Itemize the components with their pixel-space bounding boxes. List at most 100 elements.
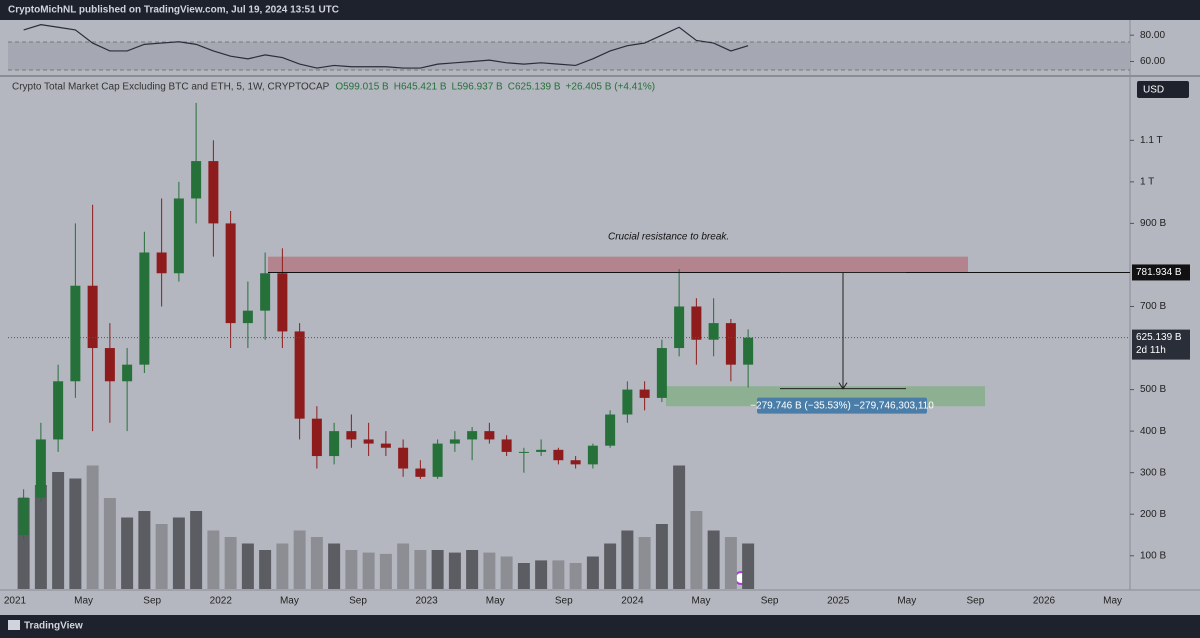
candle-body [587, 445, 598, 465]
y-tick-label: 300 B [1140, 467, 1166, 478]
volume-bar [397, 543, 410, 589]
candle-body [432, 443, 443, 477]
candle-body [484, 431, 495, 440]
legend-title: Crypto Total Market Cap Excluding BTC an… [12, 82, 330, 93]
rsi-band [8, 42, 1130, 70]
candle-body [294, 331, 305, 419]
volume-bar [466, 550, 479, 589]
volume-bar [345, 550, 358, 589]
x-tick-label: Sep [761, 596, 779, 607]
volume-bar [172, 517, 185, 589]
candle-body [173, 198, 184, 274]
candle-body [605, 414, 616, 446]
volume-bar [121, 517, 134, 589]
candle-body [691, 306, 702, 340]
volume-bar [224, 537, 237, 589]
plot-background [0, 20, 1130, 590]
y-tick-label: 500 B [1140, 384, 1166, 395]
x-tick-label: May [897, 596, 916, 607]
currency-label[interactable]: USD [1143, 85, 1164, 96]
volume-bar [500, 556, 513, 589]
x-tick-label: 2023 [415, 596, 438, 607]
candle-body [380, 443, 391, 448]
volume-bar [552, 560, 565, 589]
volume-bar [431, 550, 444, 589]
candle-body [536, 449, 547, 452]
candle-body [191, 161, 202, 199]
last-price-label: 625.139 B [1136, 332, 1182, 343]
candle-body [225, 223, 236, 324]
candle-body [208, 161, 219, 224]
candle-body [656, 348, 667, 398]
candle-body [242, 310, 253, 324]
candle-body [35, 439, 46, 498]
countdown: 2d 11h [1136, 345, 1166, 356]
volume-bar [52, 472, 65, 589]
candle-body [518, 451, 529, 453]
legend-ohlc: C625.139 B [508, 82, 561, 93]
x-tick-label: Sep [349, 596, 367, 607]
x-tick-label: Sep [555, 596, 573, 607]
candle-body [139, 252, 150, 365]
candle-body [87, 285, 98, 349]
candle-body [104, 348, 115, 382]
y-tick-label: 1.1 T [1140, 135, 1163, 146]
level-label-box [1132, 264, 1190, 281]
candle-body [18, 497, 29, 535]
annotation: Crucial resistance to break. [608, 232, 729, 243]
candle-body [725, 323, 736, 365]
volume-bar [155, 524, 168, 589]
volume-bar [379, 553, 392, 589]
candle-body [260, 273, 271, 311]
measure-label-box [757, 397, 927, 414]
rsi-line [23, 24, 749, 69]
candle-body [674, 306, 685, 349]
resistance-zone [268, 256, 968, 273]
volume-bar [448, 552, 461, 589]
volume-bar [259, 550, 272, 589]
volume-bar [310, 537, 323, 589]
volume-bar [638, 537, 651, 589]
volume-bar [103, 498, 116, 589]
y-tick-label: 700 B [1140, 301, 1166, 312]
y-tick-label: 900 B [1140, 218, 1166, 229]
volume-bar [138, 511, 151, 589]
candle-body [501, 439, 512, 452]
x-tick-label: 2022 [210, 596, 233, 607]
volume-bar [362, 552, 375, 589]
candle-body [122, 364, 133, 382]
x-tick-label: May [280, 596, 299, 607]
price-axis-background [1130, 20, 1200, 590]
volume-bar [483, 552, 496, 589]
legend-ohlc: O599.015 B [335, 82, 389, 93]
candle-body [553, 449, 564, 461]
rsi-tick-label: 80.00 [1140, 30, 1165, 41]
candle-body [70, 285, 81, 382]
volume-bar [586, 556, 599, 589]
candle-body [639, 389, 650, 398]
x-tick-label: 2026 [1033, 596, 1056, 607]
legend-ohlc: H645.421 B [394, 82, 447, 93]
volume-bar [207, 530, 220, 589]
x-tick-label: Sep [143, 596, 161, 607]
volume-bar [742, 543, 755, 589]
y-tick-label: 1 T [1140, 177, 1154, 188]
volume-bar [604, 543, 617, 589]
currency-button[interactable] [1137, 81, 1189, 98]
volume-bar [241, 543, 254, 589]
candle-body [467, 431, 478, 440]
y-tick-label: 100 B [1140, 550, 1166, 561]
x-tick-label: May [1103, 596, 1122, 607]
x-tick-label: May [74, 596, 93, 607]
x-tick-label: 2025 [827, 596, 850, 607]
volume-bar [535, 560, 548, 589]
y-tick-label: 200 B [1140, 509, 1166, 520]
candle-body [570, 460, 581, 465]
measure-arrowhead [838, 382, 848, 390]
candle-body [329, 431, 340, 457]
volume-bar [414, 550, 427, 589]
y-tick-label: 400 B [1140, 426, 1166, 437]
volume-bar [190, 511, 203, 589]
volume-bar [276, 543, 289, 589]
